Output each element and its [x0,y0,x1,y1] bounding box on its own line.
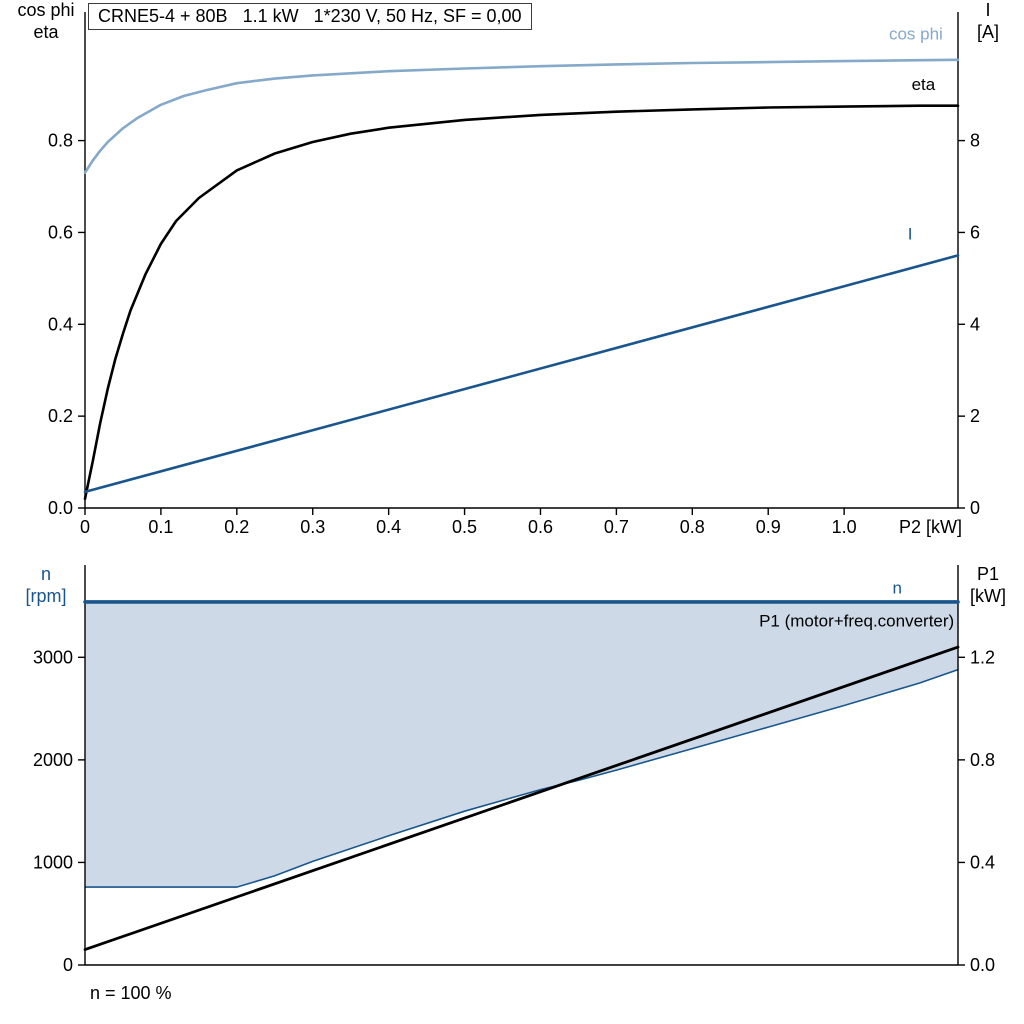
left-axis-title: [rpm] [25,586,66,606]
series-eta [83,104,960,501]
right-axis-title: [kW] [970,586,1006,606]
left-tick-label: 0.0 [48,498,73,518]
left-axis-title: n [41,564,51,584]
series-p1-motor-freq-converter [83,645,960,951]
left-tick-label: 1000 [33,852,73,872]
left-tick-label: 0.8 [48,131,73,151]
chart-title-box: CRNE5-4 + 80B 1.1 kW 1*230 V, 50 Hz, SF … [88,3,532,30]
series-cos-phi [83,58,960,174]
right-tick-label: 1.2 [970,647,995,667]
right-tick-label: 8 [970,131,980,151]
operating-range-fill [85,601,958,888]
right-tick-label: 4 [970,314,980,334]
series-label-eta: eta [912,75,936,94]
x-tick-label: 0.2 [224,517,249,537]
x-tick-label: 0.9 [756,517,781,537]
series-i [83,254,960,494]
right-tick-label: 0.8 [970,750,995,770]
left-axis-title: cos phi [17,0,74,20]
series-label-i: I [908,224,913,243]
right-tick-label: 2 [970,406,980,426]
left-tick-label: 2000 [33,750,73,770]
left-axis-title: eta [33,22,59,42]
x-tick-label: 0 [80,517,90,537]
x-tick-label: 1.0 [832,517,857,537]
left-tick-label: 0.4 [48,314,73,334]
x-tick-label: 0.1 [148,517,173,537]
chart-title: CRNE5-4 + 80B 1.1 kW 1*230 V, 50 Hz, SF … [98,6,522,26]
x-axis-label: P2 [kW] [899,517,962,537]
x-tick-label: 0.8 [680,517,705,537]
motor-performance-svg: 0 0.1 0.2 0.3 0.4 0.5 0.6 0.7 0.8 0.9 1.0 P2 [kW] 0.… [17,0,999,537]
motor-performance-chart: 0 0.1 0.2 0.3 0.4 0.5 0.6 0.7 0.8 0.9 1.0 P2 [kW] 0.… [17,0,999,537]
speed-power-svg: 01000200030000.00.40.81.2n[rpm]P1[kW]nP1… [25,564,1006,975]
left-tick-label: 0.6 [48,222,73,242]
series-label-n: n [893,579,902,598]
right-tick-label: 0.4 [970,852,995,872]
right-axis-title: [A] [977,22,999,42]
right-tick-label: 6 [970,222,980,242]
series-label-p1-motor-freq-converter: P1 (motor+freq.converter) [759,612,954,631]
x-tick-label: 0.5 [452,517,477,537]
x-tick-label: 0.3 [300,517,325,537]
right-axis-title: I [985,0,990,20]
x-tick-label: 0.7 [604,517,629,537]
x-tick-label: 0.4 [376,517,401,537]
speed-power-chart: 0 1000 2000 3000 0.0 0.4 0.8 1.2 n [rpm] P1 [kW] n P1… [0,545,1024,1024]
speed-footnote: n = 100 % [90,983,172,1003]
left-tick-label: 0 [63,955,73,975]
right-axis-title: P1 [977,564,999,584]
left-tick-label: 0.2 [48,406,73,426]
right-tick-label: 0 [970,498,980,518]
right-tick-label: 0.0 [970,955,995,975]
left-tick-label: 3000 [33,647,73,667]
series-label-cos-phi: cos phi [889,25,943,44]
x-tick-label: 0.6 [528,517,553,537]
